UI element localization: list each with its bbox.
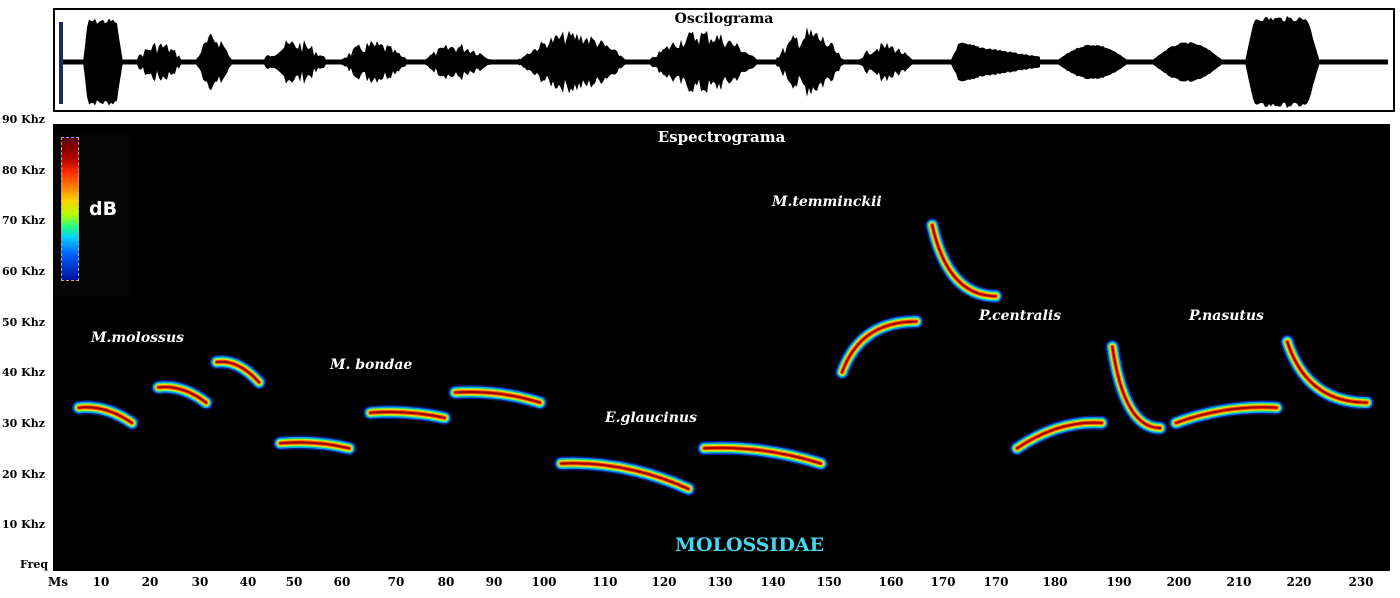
call-trace-layer bbox=[157, 385, 208, 404]
oscillogram-burst bbox=[1245, 16, 1319, 108]
oscillogram-panel: Oscilograma bbox=[53, 8, 1395, 112]
oscillogram-burst bbox=[1150, 42, 1224, 82]
call-trace-14 bbox=[1280, 334, 1374, 410]
call-trace-layer bbox=[560, 462, 690, 490]
call-trace-11 bbox=[1010, 415, 1109, 456]
call-trace-6 bbox=[448, 384, 547, 410]
species-label-m-temminckii: M.temminckii bbox=[772, 194, 882, 210]
species-label-m-molossus: M.molossus bbox=[91, 330, 185, 346]
call-trace-layer bbox=[454, 390, 541, 404]
oscillogram-burst bbox=[647, 30, 759, 94]
oscillogram-burst bbox=[515, 30, 629, 94]
x-tick: 170 bbox=[930, 575, 956, 589]
x-tick: 140 bbox=[760, 575, 786, 589]
x-tick: 100 bbox=[531, 575, 557, 589]
call-trace-13 bbox=[1169, 400, 1284, 430]
x-tick: 160 bbox=[878, 575, 904, 589]
call-trace-layer bbox=[841, 320, 918, 374]
call-trace-1 bbox=[71, 400, 139, 430]
x-tick: 40 bbox=[239, 575, 257, 589]
call-trace-layer bbox=[1175, 406, 1278, 424]
oscillogram-waveform bbox=[59, 16, 1388, 108]
call-trace-2 bbox=[151, 379, 214, 410]
x-tick: 130 bbox=[707, 575, 733, 589]
species-label-e-glaucinus: E.glaucinus bbox=[605, 410, 697, 426]
call-trace-9 bbox=[835, 314, 924, 380]
oscillogram-burst bbox=[420, 43, 494, 81]
call-trace-5 bbox=[363, 405, 452, 425]
y-axis-title: Freq bbox=[20, 558, 49, 571]
spectrogram-panel: Espectrograma dB M.molossus M. bondae E.… bbox=[53, 124, 1390, 571]
y-tick-70: 70 Khz bbox=[2, 214, 45, 227]
x-tick: 210 bbox=[1226, 575, 1252, 589]
y-tick-30: 30 Khz bbox=[2, 417, 45, 430]
oscillogram-burst bbox=[1055, 44, 1129, 80]
x-tick: 20 bbox=[141, 575, 159, 589]
call-trace-layer bbox=[215, 360, 261, 384]
y-tick-90: 90 Khz bbox=[2, 113, 45, 126]
call-trace-layer bbox=[77, 406, 133, 424]
call-trace-layer bbox=[1286, 340, 1368, 404]
x-tick: 200 bbox=[1166, 575, 1192, 589]
x-tick: 170 bbox=[983, 575, 1009, 589]
colorbar-scale bbox=[61, 137, 79, 281]
colorbar-label: dB bbox=[89, 198, 118, 220]
x-tick: 150 bbox=[816, 575, 842, 589]
call-trace-layer bbox=[1016, 421, 1103, 450]
x-tick: 70 bbox=[387, 575, 405, 589]
oscillogram-burst bbox=[855, 42, 915, 82]
x-tick: 80 bbox=[437, 575, 455, 589]
call-trace-3 bbox=[209, 354, 267, 390]
oscillogram-burst bbox=[195, 33, 233, 91]
oscillogram-burst bbox=[260, 40, 330, 84]
y-tick-20: 20 Khz bbox=[2, 468, 45, 481]
x-tick: 230 bbox=[1348, 575, 1374, 589]
x-tick: 10 bbox=[92, 575, 110, 589]
species-label-m-bondae: M. bondae bbox=[330, 357, 413, 373]
call-trace-7 bbox=[554, 456, 696, 496]
oscillogram-burst bbox=[950, 42, 1040, 82]
call-trace-layer bbox=[1111, 345, 1162, 429]
call-trace-10 bbox=[925, 218, 1003, 304]
species-label-p-nasutus: P.nasutus bbox=[1189, 308, 1264, 324]
spectrogram-title: Espectrograma bbox=[657, 128, 786, 146]
oscillogram-burst bbox=[133, 42, 185, 82]
y-tick-40: 40 Khz bbox=[2, 366, 45, 379]
call-trace-4 bbox=[273, 435, 357, 456]
x-tick: 110 bbox=[592, 575, 618, 589]
x-tick: 60 bbox=[333, 575, 351, 589]
spectrogram-calls bbox=[71, 218, 1374, 496]
y-tick-60: 60 Khz bbox=[2, 265, 45, 278]
oscillogram-burst bbox=[83, 18, 123, 106]
call-trace-12 bbox=[1105, 339, 1168, 435]
call-trace-layer bbox=[703, 446, 822, 465]
x-tick: 180 bbox=[1042, 575, 1068, 589]
y-tick-10: 10 Khz bbox=[2, 518, 45, 531]
x-axis-unit: Ms bbox=[47, 575, 69, 589]
oscillogram-title: Oscilograma bbox=[674, 11, 774, 27]
x-tick: 50 bbox=[285, 575, 303, 589]
call-trace-layer bbox=[369, 411, 446, 419]
call-trace-layer bbox=[279, 441, 351, 450]
x-tick: 90 bbox=[485, 575, 503, 589]
call-trace-8 bbox=[697, 440, 828, 471]
y-tick-80: 80 Khz bbox=[2, 164, 45, 177]
family-label: MOLOSSIDAE bbox=[675, 534, 825, 556]
oscillogram-burst bbox=[337, 40, 409, 84]
x-tick: 220 bbox=[1286, 575, 1312, 589]
y-tick-50: 50 Khz bbox=[2, 316, 45, 329]
x-tick: 190 bbox=[1106, 575, 1132, 589]
colorbar-legend: dB bbox=[55, 134, 130, 296]
x-tick: 120 bbox=[651, 575, 677, 589]
oscillogram-burst bbox=[773, 27, 845, 97]
species-label-p-centralis: P.centralis bbox=[979, 308, 1062, 324]
x-tick: 30 bbox=[191, 575, 209, 589]
call-trace-layer bbox=[931, 224, 997, 298]
